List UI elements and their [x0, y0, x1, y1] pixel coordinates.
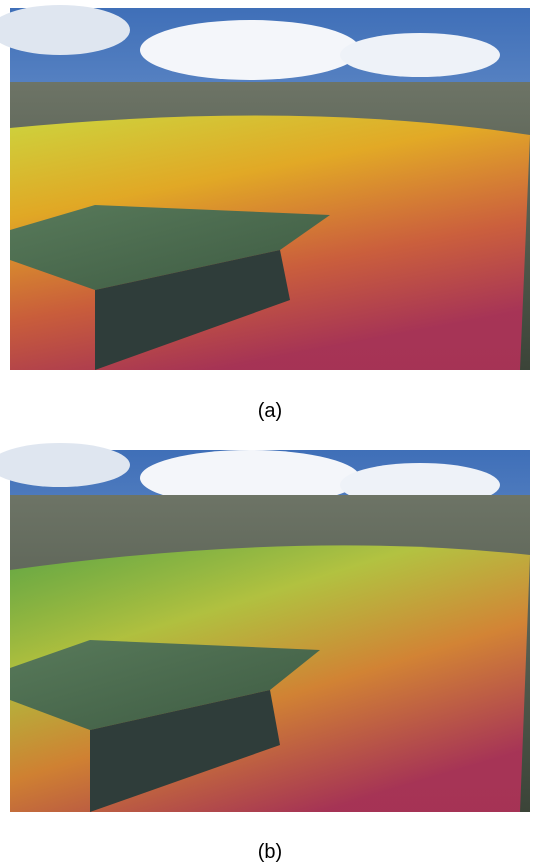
- image-a: (a): [0, 5, 530, 422]
- cloud: [140, 20, 360, 80]
- caption: (b): [258, 841, 282, 863]
- cloud: [340, 33, 500, 77]
- figure: (a) (b): [0, 0, 539, 867]
- image-b: (b): [0, 443, 530, 863]
- page: (a) (b) (() => { const data = JSON.parse…: [0, 0, 539, 867]
- caption: (a): [258, 400, 282, 422]
